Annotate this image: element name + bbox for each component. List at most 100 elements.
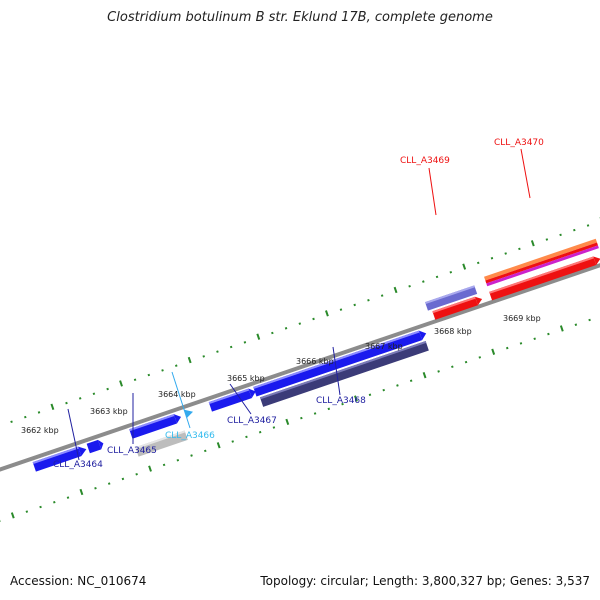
scale-minor-tick	[518, 247, 521, 251]
scale-minor-tick	[135, 472, 138, 476]
scale-minor-tick	[147, 373, 151, 377]
scale-major-tick	[50, 403, 55, 410]
scale-minor-tick	[107, 482, 111, 485]
scale-major-tick	[530, 240, 535, 247]
scale-minor-tick	[216, 350, 219, 353]
scale-minor-tick	[175, 364, 178, 367]
scale-minor-tick	[176, 458, 180, 462]
scale-minor-tick	[586, 224, 590, 227]
genome-title: Clostridium botulinum B str. Eklund 17B,…	[107, 10, 493, 25]
gene-cll-a3463[interactable]	[32, 444, 88, 472]
scale-minor-tick	[133, 378, 137, 381]
gene-label-cll-a3469[interactable]: CLL_A3469	[400, 156, 450, 166]
gene-labels: CLL_A3464 CLL_A3465 CLL_A3466 CLL_A3467 …	[53, 138, 544, 470]
scale-minor-tick	[24, 415, 27, 419]
scale-labels: 3662 kbp 3663 kbp 3664 kbp 3665 kbp 3666…	[21, 314, 541, 435]
scale-minor-tick	[272, 426, 276, 429]
scale-minor-tick	[519, 342, 523, 345]
scale-minor-tick	[0, 519, 1, 523]
scale-minor-tick	[53, 501, 56, 504]
gene-label-cll-a3465[interactable]: CLL_A3465	[107, 446, 157, 456]
scale-minor-tick	[243, 341, 247, 344]
scale-minor-tick	[408, 284, 411, 288]
gene-label-cll-a3466[interactable]: CLL_A3466	[165, 431, 215, 441]
gene-label-cll-a3464[interactable]: CLL_A3464	[53, 460, 103, 470]
gene-label-cll-a3470[interactable]: CLL_A3470	[494, 138, 544, 148]
scale-label-3668: 3668 kbp	[434, 327, 472, 336]
scale-minor-tick	[380, 294, 384, 297]
scale-major-tick	[216, 442, 221, 449]
scale-label-3667: 3667 kbp	[365, 342, 403, 351]
scale-label-3663: 3663 kbp	[90, 407, 128, 416]
gene-cll-a3469[interactable]	[425, 284, 484, 321]
scale-minor-tick	[313, 412, 317, 415]
scale-minor-tick	[435, 275, 439, 279]
gene-cll-a3464[interactable]	[86, 439, 105, 454]
scale-minor-tick	[545, 238, 549, 241]
scale-major-tick	[559, 325, 564, 332]
scale-minor-tick	[65, 401, 68, 405]
scale-minor-tick	[574, 323, 578, 326]
scale-minor-tick	[422, 280, 425, 283]
scale-minor-tick	[437, 370, 440, 373]
scale-minor-tick	[327, 407, 331, 411]
scale-minor-tick	[573, 228, 576, 232]
scale-minor-tick	[190, 454, 193, 457]
scale-minor-tick	[367, 298, 370, 302]
genome-backbone	[0, 161, 600, 520]
scale-minor-tick	[533, 337, 536, 340]
scale-minor-tick	[25, 510, 29, 513]
scale-minor-tick	[94, 486, 97, 490]
scale-major-tick	[79, 488, 84, 496]
gene-label-lines	[67, 148, 531, 461]
scale-minor-tick	[121, 477, 125, 481]
scale-minor-tick	[271, 331, 274, 335]
scale-minor-tick	[78, 397, 82, 400]
scale-minor-tick	[284, 327, 288, 330]
scale-label-3662: 3662 kbp	[21, 426, 59, 435]
scale-minor-tick	[231, 440, 234, 443]
scale-minor-tick	[449, 270, 453, 274]
scale-minor-tick	[409, 379, 413, 383]
scale-minor-tick	[10, 420, 13, 424]
scale-minor-tick	[312, 317, 315, 321]
scale-minor-tick	[300, 416, 303, 420]
scale-label-3666: 3666 kbp	[296, 357, 334, 366]
scale-minor-tick	[106, 387, 109, 391]
gene-cll-a3467[interactable]	[208, 387, 258, 412]
scale-label-3669: 3669 kbp	[503, 314, 541, 323]
genome-summary-text: Topology: circular; Length: 3,800,327 bp…	[260, 574, 590, 588]
scale-minor-tick	[547, 332, 550, 336]
scale-minor-tick	[92, 392, 96, 395]
scale-label-3664: 3664 kbp	[158, 390, 196, 399]
scale-ticks-upper	[10, 216, 600, 424]
scale-minor-tick	[298, 322, 302, 325]
scale-minor-tick	[339, 308, 343, 311]
gene-label-cll-a3467[interactable]: CLL_A3467	[227, 416, 277, 426]
scale-minor-tick	[39, 505, 42, 509]
scale-major-tick	[491, 348, 496, 355]
scale-minor-tick	[464, 360, 468, 364]
scale-minor-tick	[161, 369, 164, 372]
scale-minor-tick	[204, 449, 207, 453]
gene-label-cll-a3468[interactable]: CLL_A3468	[316, 396, 366, 406]
scale-minor-tick	[490, 256, 494, 260]
scale-minor-tick	[382, 388, 385, 392]
scale-minor-tick	[559, 233, 562, 237]
scale-minor-tick	[451, 365, 454, 369]
scale-minor-tick	[396, 384, 399, 387]
scale-major-tick	[422, 371, 427, 379]
accession-text: Accession: NC_010674	[10, 574, 147, 588]
scale-minor-tick	[368, 393, 372, 397]
scale-major-tick	[148, 465, 152, 472]
scale-ticks-lower	[0, 318, 591, 523]
gene-cll-a3470[interactable]	[484, 238, 600, 301]
scale-minor-tick	[202, 355, 205, 358]
scale-major-tick	[187, 356, 192, 364]
scale-minor-tick	[258, 430, 262, 434]
scale-minor-tick	[341, 402, 344, 406]
gene-cll-a3468[interactable]	[253, 329, 431, 408]
scale-minor-tick	[504, 252, 507, 255]
gene-cll-a3465[interactable]	[129, 412, 189, 457]
